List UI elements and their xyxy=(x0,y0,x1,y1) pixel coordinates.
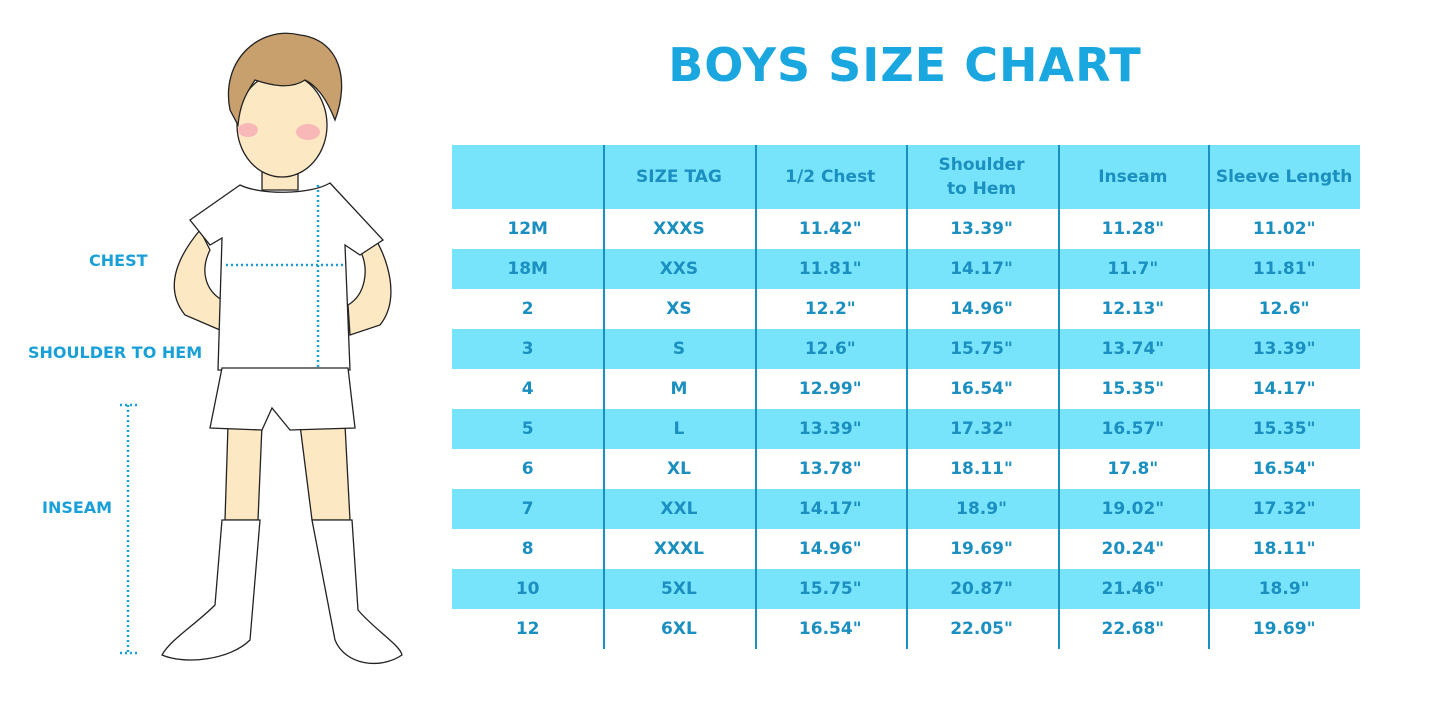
table-cell: 18.11" xyxy=(950,459,1013,479)
column-header: Sleeve Length xyxy=(1215,167,1353,187)
table-cell: XXS xyxy=(659,259,699,279)
table-cell: 4 xyxy=(521,379,534,399)
table-cell: XXL xyxy=(660,499,698,519)
table-row: 8 XXXL 14.96" 19.69" 20.24" 18.11" xyxy=(452,529,1360,569)
table-cell: 3 xyxy=(521,339,534,359)
column-header: Inseam xyxy=(1098,167,1168,187)
table-cell: 13.78" xyxy=(798,459,862,479)
table-cell: 13.74" xyxy=(1101,339,1165,359)
table-cell: 21.46" xyxy=(1101,579,1165,599)
table-row: 6 XL 13.78" 18.11" 17.8" 16.54" xyxy=(452,449,1360,489)
table-cell: 5 xyxy=(521,419,534,439)
table-cell: 11.81" xyxy=(798,259,862,279)
table-cell: S xyxy=(672,339,686,359)
column-header: Shoulder to Hem xyxy=(938,155,1025,199)
table-cell: 14.96" xyxy=(950,299,1013,319)
table-cell: 16.54" xyxy=(950,379,1013,399)
table-cell: 16.57" xyxy=(1101,419,1165,439)
table-cell: 14.17" xyxy=(1252,379,1316,399)
table-cell: 18.9" xyxy=(1258,579,1310,599)
table-cell: 10 xyxy=(515,579,540,599)
table-cell: 14.96" xyxy=(798,539,862,559)
table-cell: 18.11" xyxy=(1252,539,1316,559)
shoulder-to-hem-label: SHOULDER TO HEM xyxy=(28,343,203,362)
table-cell: XXXL xyxy=(653,539,705,559)
table-cell: 12.6" xyxy=(804,339,856,359)
table-cell: 12.2" xyxy=(804,299,856,319)
table-cell: 6XL xyxy=(661,619,697,639)
column-header: 1/2 Chest xyxy=(785,167,876,187)
column-divider xyxy=(603,145,605,649)
table-cell: 11.28" xyxy=(1101,219,1165,239)
table-cell: 19.69" xyxy=(950,539,1013,559)
chest-label: CHEST xyxy=(89,251,148,270)
table-cell: 12.99" xyxy=(798,379,862,399)
table-cell: 12M xyxy=(507,219,548,239)
table-cell: 13.39" xyxy=(1252,339,1316,359)
table-cell: 17.32" xyxy=(1252,499,1316,519)
column-header: SIZE TAG xyxy=(636,167,722,187)
table-cell: 11.7" xyxy=(1107,259,1159,279)
table-cell: XL xyxy=(666,459,691,479)
table-cell: 15.35" xyxy=(1101,379,1165,399)
table-cell: 17.8" xyxy=(1107,459,1159,479)
column-divider xyxy=(1208,145,1210,649)
boy-figure-illustration xyxy=(120,32,403,665)
table-cell: 19.69" xyxy=(1252,619,1316,639)
table-cell: 5XL xyxy=(661,579,697,599)
table-row: 2 XS 12.2" 14.96" 12.13" 12.6" xyxy=(452,289,1360,329)
table-cell: 17.32" xyxy=(950,419,1013,439)
table-cell: 20.87" xyxy=(950,579,1013,599)
table-cell: 12.13" xyxy=(1101,299,1165,319)
table-cell: 14.17" xyxy=(950,259,1013,279)
table-cell: 18M xyxy=(507,259,548,279)
table-cell: 22.68" xyxy=(1101,619,1165,639)
table-cell: 22.05" xyxy=(950,619,1013,639)
table-row: 12 6XL 16.54" 22.05" 22.68" 19.69" xyxy=(452,609,1360,649)
table-cell: 15.75" xyxy=(950,339,1013,359)
table-row: 4 M 12.99" 16.54" 15.35" 14.17" xyxy=(452,369,1360,409)
table-cell: 15.75" xyxy=(798,579,862,599)
table-cell: 11.81" xyxy=(1252,259,1316,279)
table-cell: 18.9" xyxy=(956,499,1007,519)
page-title: BOYS SIZE CHART xyxy=(668,38,1142,92)
table-cell: 13.39" xyxy=(798,419,862,439)
table-cell: L xyxy=(673,419,685,439)
table-cell: 6 xyxy=(521,459,534,479)
table-cell: 2 xyxy=(521,299,534,319)
table-cell: 12.6" xyxy=(1258,299,1310,319)
column-divider xyxy=(906,145,908,649)
table-cell: 7 xyxy=(521,499,534,519)
table-cell: 14.17" xyxy=(798,499,862,519)
column-header xyxy=(452,145,603,209)
table-cell: 8 xyxy=(521,539,534,559)
inseam-label: INSEAM xyxy=(42,498,113,517)
table-cell: 13.39" xyxy=(950,219,1013,239)
table-cell: 11.02" xyxy=(1252,219,1316,239)
table-cell: 16.54" xyxy=(798,619,862,639)
table-cell: 15.35" xyxy=(1252,419,1316,439)
table-cell: 11.42" xyxy=(798,219,862,239)
table-cell: 16.54" xyxy=(1252,459,1316,479)
table-cell: XS xyxy=(666,299,692,319)
table-cell: 19.02" xyxy=(1101,499,1165,519)
table-cell: XXXS xyxy=(653,219,705,239)
table-row: 12M XXXS 11.42" 13.39" 11.28" 11.02" xyxy=(452,209,1360,249)
column-divider xyxy=(1058,145,1060,649)
column-divider xyxy=(755,145,757,649)
table-cell: 12 xyxy=(515,619,540,639)
table-cell: M xyxy=(670,379,688,399)
table-cell: 20.24" xyxy=(1101,539,1165,559)
